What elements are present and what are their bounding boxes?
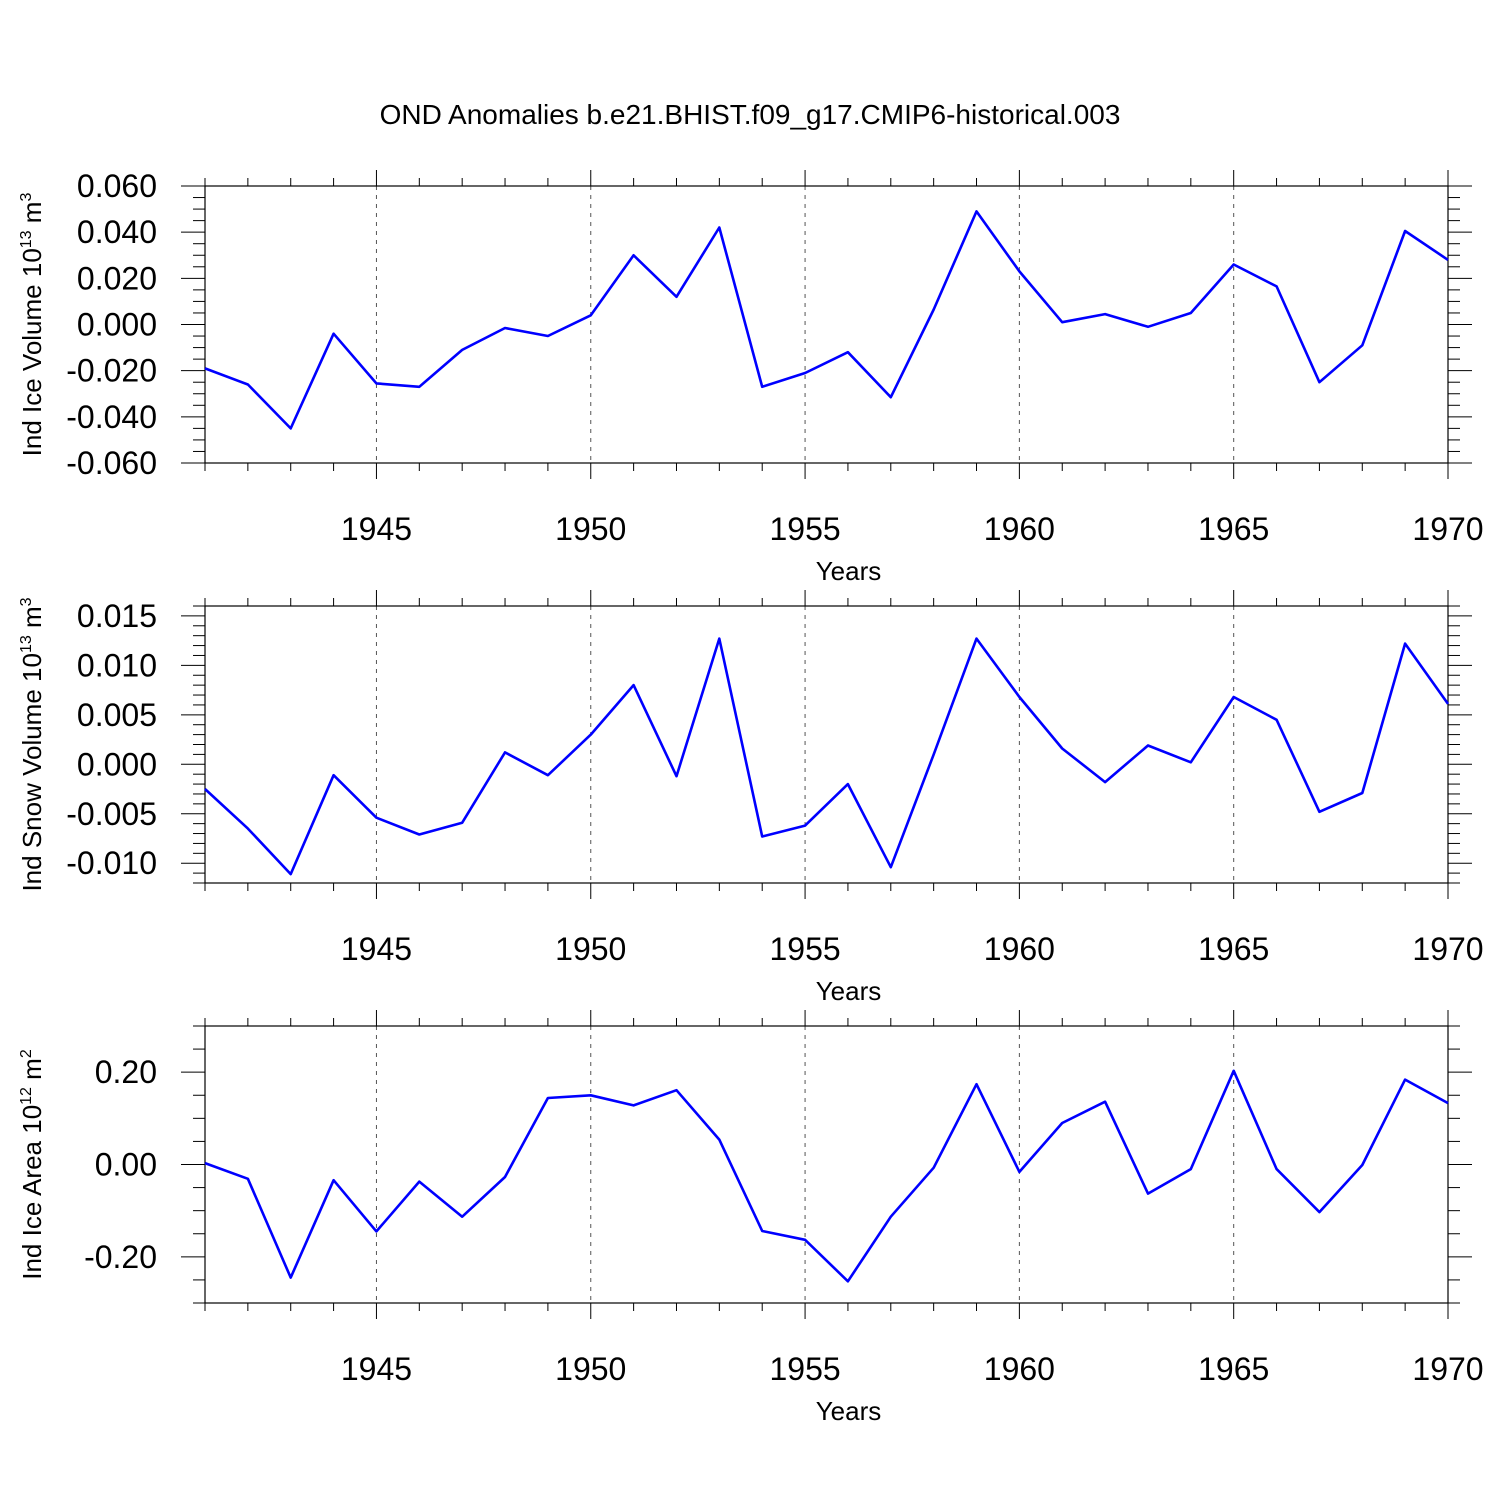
series-line-ice-area [204,1069,1449,1283]
y-axis-label-text: Ind Ice Volume 10 [17,248,47,456]
y-axis-label-superscript: 3 [18,597,35,606]
x-tick-label: 1950 [555,1351,626,1387]
panel-snow-volume: -0.010 -0.005 0.000 0.005 0.010 0.015 1945 1950… [17,590,1484,1006]
y-tick-label: -0.010 [66,845,157,881]
panel-ice-area: -0.20 0.00 0.20 1945 1950 1955 1960 1965 1970 Yea… [17,1010,1484,1426]
y-tick-label: -0.040 [66,399,157,435]
x-axis-label: Years [816,1396,882,1426]
y-tick-label: -0.005 [66,796,157,832]
x-tick-label: 1960 [984,1351,1055,1387]
panel-ice-volume: -0.060 -0.040 -0.020 0.000 0.020 0.040 0.060 19… [17,168,1484,586]
y-axis-label-superscript: 3 [18,193,35,202]
y-axis-label-superscript: 13 [18,230,35,248]
x-tick-label: 1970 [1412,1351,1483,1387]
y-axis-label: Ind Snow Volume 1013 m3 [17,597,47,891]
x-tick-label: 1945 [341,931,412,967]
x-tick-label: 1950 [555,931,626,967]
y-tick-label: 0.015 [77,598,157,634]
y-tick-label: 0.020 [77,260,157,296]
x-tick-label: 1970 [1412,511,1483,547]
x-tick-label: 1965 [1198,1351,1269,1387]
y-tick-label: 0.040 [77,214,157,250]
series-line-ice-volume [204,210,1449,430]
y-axis-label-superscript: 2 [18,1049,35,1058]
y-axis-label: Ind Ice Area 1012 m2 [17,1049,47,1280]
chart-title: OND Anomalies b.e21.BHIST.f09_g17.CMIP6-… [380,99,1121,130]
x-tick-label: 1955 [769,1351,840,1387]
y-tick-label: -0.060 [66,445,157,481]
y-tick-label: -0.20 [84,1239,157,1275]
series-line-snow-volume [204,637,1450,876]
y-axis-label-text: m [17,606,47,635]
y-tick-label: 0.005 [77,697,157,733]
y-axis-label: Ind Ice Volume 1013 m3 [17,193,47,457]
y-axis-label-superscript: 13 [18,635,35,653]
x-tick-label: 1965 [1198,511,1269,547]
y-axis-label-text: Ind Ice Area 10 [17,1105,47,1280]
y-tick-label: 0.000 [77,307,157,343]
y-tick-label: -0.020 [66,353,157,389]
y-tick-label: 0.060 [77,168,157,204]
panels: -0.060 -0.040 -0.020 0.000 0.020 0.040 0.060 19… [17,168,1484,1426]
y-tick-label: 0.00 [95,1147,157,1183]
x-tick-label: 1960 [984,511,1055,547]
x-tick-label: 1960 [984,931,1055,967]
x-tick-label: 1945 [341,1351,412,1387]
x-axis-label: Years [816,976,882,1006]
x-tick-label: 1955 [769,511,840,547]
x-axis-label: Years [816,556,882,586]
x-tick-label: 1945 [341,511,412,547]
x-tick-label: 1950 [555,511,626,547]
y-axis-label-text: m [17,1058,47,1087]
x-tick-label: 1965 [1198,931,1269,967]
x-tick-label: 1970 [1412,931,1483,967]
y-axis-label-text: m [17,202,47,231]
y-tick-label: 0.20 [95,1054,157,1090]
y-axis-label-superscript: 12 [18,1087,35,1105]
x-tick-label: 1955 [769,931,840,967]
y-tick-label: 0.010 [77,647,157,683]
y-axis-label-text: Ind Snow Volume 10 [17,653,47,892]
y-tick-label: 0.000 [77,746,157,782]
